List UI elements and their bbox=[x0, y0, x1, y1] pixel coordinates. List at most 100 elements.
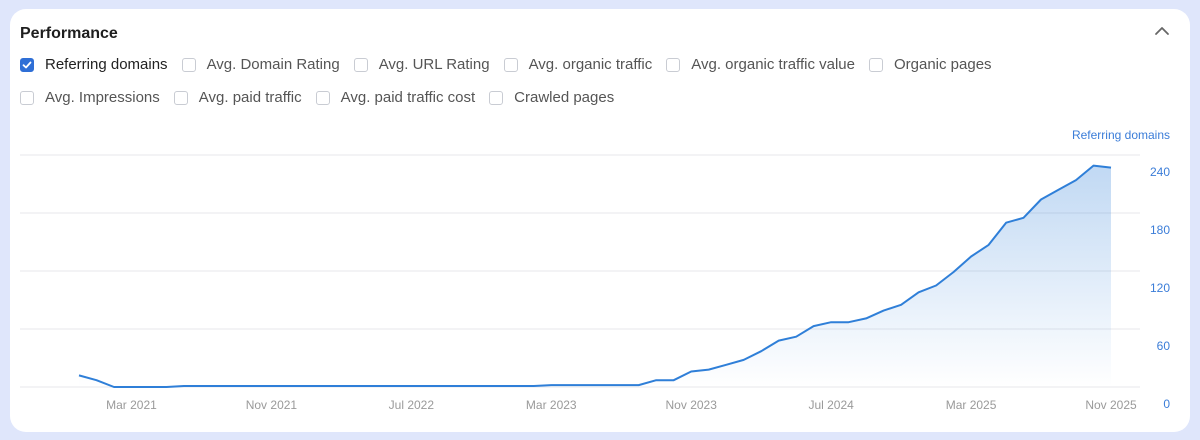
metric-checkbox-avg-paid-traffic-cost[interactable]: Avg. paid traffic cost bbox=[315, 89, 476, 106]
data-point[interactable] bbox=[108, 381, 120, 393]
data-point[interactable] bbox=[300, 380, 312, 392]
data-point[interactable] bbox=[720, 359, 732, 371]
data-point[interactable] bbox=[1000, 217, 1012, 229]
data-point[interactable] bbox=[965, 251, 977, 263]
metric-checkbox-row-1: Referring domains Avg. Domain Rating Avg. … bbox=[20, 56, 1006, 73]
data-point[interactable] bbox=[493, 380, 505, 392]
data-point[interactable] bbox=[265, 380, 277, 392]
metric-checkbox-referring-domains[interactable]: Referring domains bbox=[20, 56, 168, 73]
data-point[interactable] bbox=[773, 335, 785, 347]
data-point[interactable] bbox=[230, 380, 242, 392]
checkbox-label: Avg. organic traffic value bbox=[691, 56, 855, 73]
data-point[interactable] bbox=[475, 380, 487, 392]
data-point[interactable] bbox=[790, 331, 802, 343]
metric-checkbox-crawled-pages[interactable]: Crawled pages bbox=[489, 89, 614, 106]
checkbox-label: Referring domains bbox=[45, 56, 168, 73]
data-point[interactable] bbox=[930, 280, 942, 292]
metric-checkbox-avg-organic-traffic-value[interactable]: Avg. organic traffic value bbox=[666, 56, 855, 73]
checkbox-label: Crawled pages bbox=[514, 89, 615, 106]
y-axis-title: Referring domains bbox=[1072, 128, 1170, 142]
series-line-referring-domains bbox=[78, 164, 1112, 388]
data-point[interactable] bbox=[160, 381, 172, 393]
series-area-fill bbox=[79, 165, 1111, 387]
data-point[interactable] bbox=[1088, 160, 1100, 172]
collapse-chevron-up-icon[interactable] bbox=[1152, 21, 1172, 41]
metric-checkbox-avg-organic-traffic[interactable]: Avg. organic traffic bbox=[503, 56, 653, 73]
data-point[interactable] bbox=[545, 379, 557, 391]
data-point[interactable] bbox=[423, 380, 435, 392]
data-point[interactable] bbox=[335, 380, 347, 392]
data-point[interactable] bbox=[1105, 162, 1117, 174]
data-point[interactable] bbox=[895, 299, 907, 311]
checkbox-label: Avg. organic traffic bbox=[528, 56, 653, 73]
checkbox-checked-icon[interactable] bbox=[20, 57, 34, 72]
data-point[interactable] bbox=[370, 380, 382, 392]
performance-panel: Performance Referring domains Avg. Domain… bbox=[10, 9, 1190, 432]
data-point[interactable] bbox=[510, 380, 522, 392]
data-point[interactable] bbox=[615, 379, 627, 391]
data-point[interactable] bbox=[1070, 174, 1082, 186]
metric-checkbox-avg-paid-traffic[interactable]: Avg. paid traffic bbox=[173, 89, 302, 106]
checkbox-label: Organic pages bbox=[893, 56, 992, 73]
data-point[interactable] bbox=[860, 312, 872, 324]
data-point[interactable] bbox=[318, 380, 330, 392]
data-point[interactable] bbox=[388, 380, 400, 392]
y-tick-label: 180 bbox=[1150, 223, 1170, 237]
data-point[interactable] bbox=[213, 380, 225, 392]
data-point[interactable] bbox=[598, 379, 610, 391]
metric-checkbox-avg-impressions[interactable]: Avg. Impressions bbox=[20, 89, 160, 106]
x-tick-label: Mar 2025 bbox=[946, 398, 997, 412]
checkbox-unchecked-icon[interactable] bbox=[353, 57, 368, 72]
data-point[interactable] bbox=[405, 380, 417, 392]
metric-checkbox-avg-url-rating[interactable]: Avg. URL Rating bbox=[353, 56, 490, 73]
x-tick-label: Mar 2023 bbox=[526, 398, 577, 412]
data-point[interactable] bbox=[125, 381, 137, 393]
data-point[interactable] bbox=[843, 316, 855, 328]
data-point[interactable] bbox=[913, 286, 925, 298]
data-point[interactable] bbox=[353, 380, 365, 392]
data-point[interactable] bbox=[440, 380, 452, 392]
metric-checkbox-avg-domain-rating[interactable]: Avg. Domain Rating bbox=[181, 56, 340, 73]
data-point[interactable] bbox=[878, 305, 890, 317]
data-point[interactable] bbox=[1053, 184, 1065, 196]
checkbox-unchecked-icon[interactable] bbox=[20, 90, 34, 105]
data-point[interactable] bbox=[1035, 193, 1047, 205]
data-point[interactable] bbox=[808, 320, 820, 332]
data-point[interactable] bbox=[668, 374, 680, 386]
data-point[interactable] bbox=[178, 380, 190, 392]
data-point[interactable] bbox=[143, 381, 155, 393]
checkbox-unchecked-icon[interactable] bbox=[173, 90, 188, 105]
data-point[interactable] bbox=[755, 345, 767, 357]
data-point[interactable] bbox=[738, 354, 750, 366]
data-point[interactable] bbox=[563, 379, 575, 391]
data-point[interactable] bbox=[825, 316, 837, 328]
data-point[interactable] bbox=[1018, 212, 1030, 224]
checkbox-label: Avg. paid traffic cost bbox=[340, 89, 476, 106]
x-tick-label: Nov 2021 bbox=[246, 398, 298, 412]
data-point[interactable] bbox=[90, 374, 102, 386]
data-point[interactable] bbox=[248, 380, 260, 392]
x-tick-label: Nov 2025 bbox=[1085, 398, 1137, 412]
checkbox-unchecked-icon[interactable] bbox=[503, 57, 518, 72]
checkbox-unchecked-icon[interactable] bbox=[181, 57, 196, 72]
data-point[interactable] bbox=[948, 266, 960, 278]
metric-checkbox-organic-pages[interactable]: Organic pages bbox=[868, 56, 992, 73]
data-point[interactable] bbox=[703, 364, 715, 376]
checkbox-unchecked-icon[interactable] bbox=[868, 57, 883, 72]
data-point[interactable] bbox=[685, 366, 697, 378]
x-tick-label: Mar 2021 bbox=[106, 398, 157, 412]
data-point[interactable] bbox=[650, 374, 662, 386]
checkbox-label: Avg. paid traffic bbox=[198, 89, 302, 106]
data-point[interactable] bbox=[580, 379, 592, 391]
data-point[interactable] bbox=[633, 379, 645, 391]
checkbox-unchecked-icon[interactable] bbox=[666, 57, 681, 72]
data-point[interactable] bbox=[458, 380, 470, 392]
data-point[interactable] bbox=[195, 380, 207, 392]
checkbox-unchecked-icon[interactable] bbox=[489, 90, 504, 105]
panel-title: Performance bbox=[20, 25, 118, 42]
data-point[interactable] bbox=[983, 239, 995, 251]
data-point[interactable] bbox=[283, 380, 295, 392]
checkbox-unchecked-icon[interactable] bbox=[315, 90, 330, 105]
data-point[interactable] bbox=[528, 380, 540, 392]
data-point[interactable] bbox=[73, 369, 85, 381]
